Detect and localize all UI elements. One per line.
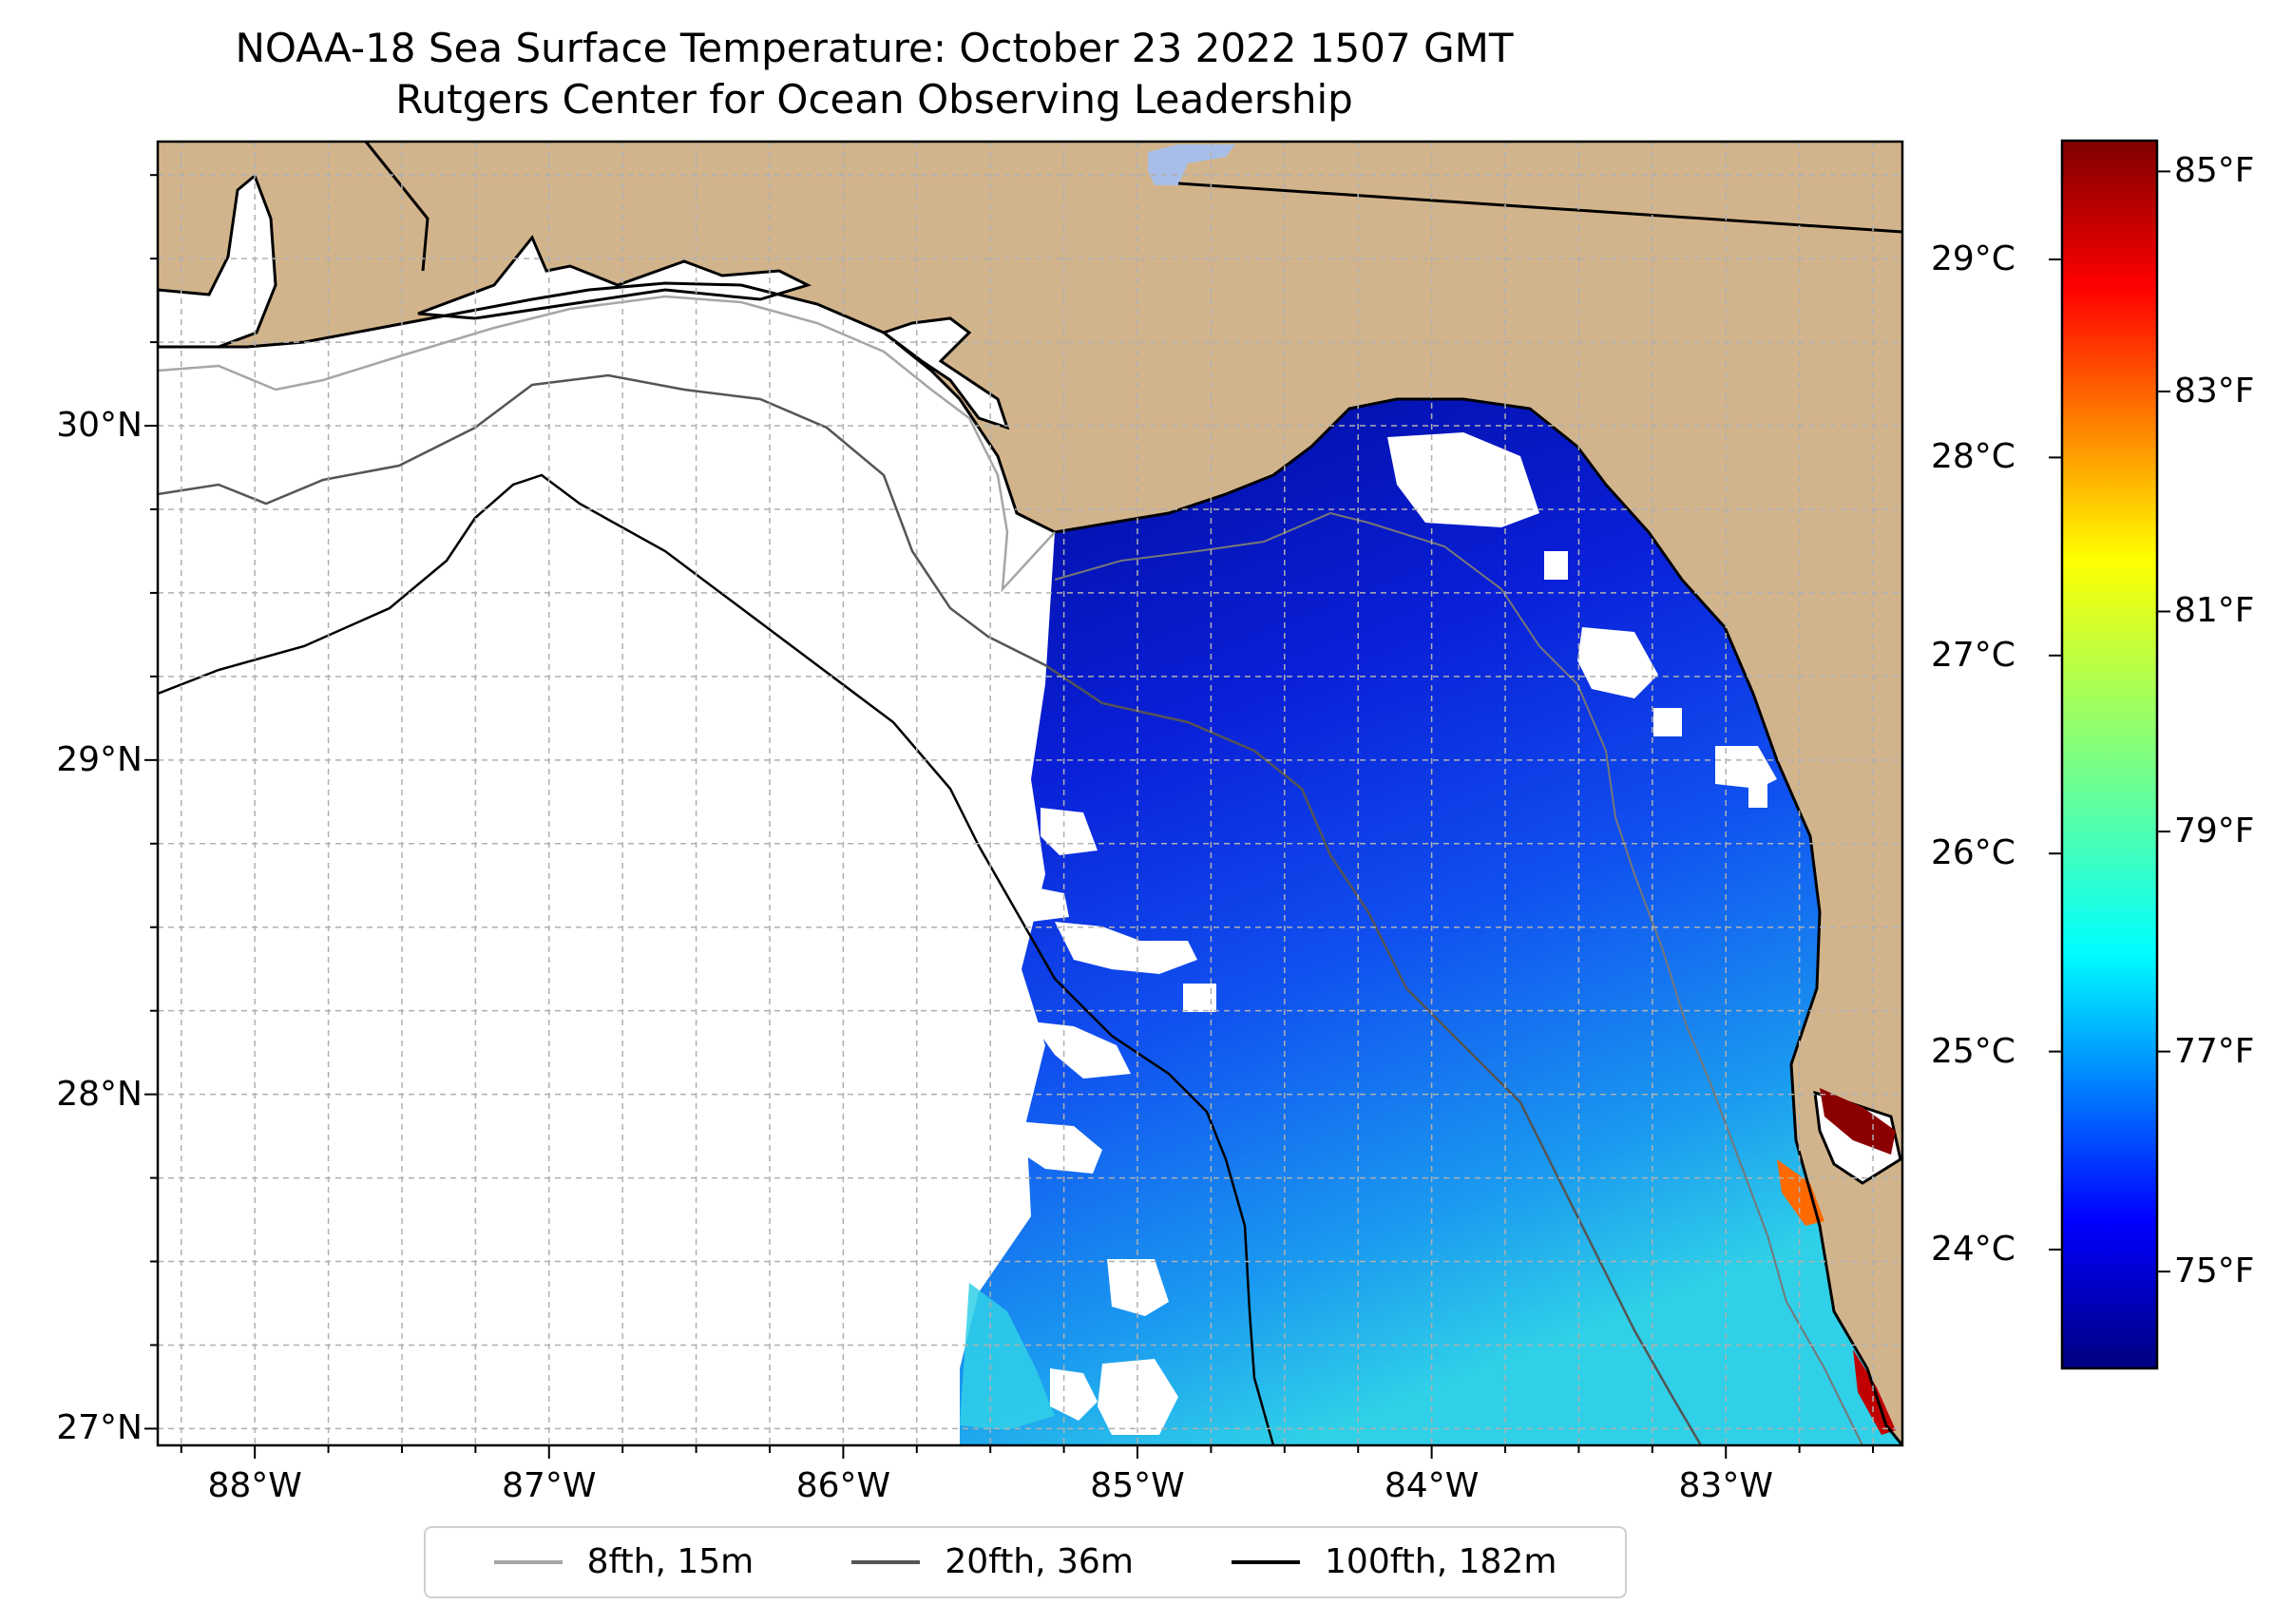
x-tick-label: 84°W [1384,1466,1480,1505]
y-tick-label: 27°N [56,1408,143,1448]
legend: 8fth, 15m 20fth, 36m 100fth, 182m [424,1526,1627,1598]
colorbar-fahrenheit-label: 83°F [2174,371,2255,411]
legend-line-100fth [1232,1560,1301,1564]
sst-data [960,399,1902,1445]
x-tick-label: 86°W [795,1466,891,1505]
colorbar-fahrenheit-label: 79°F [2174,812,2255,851]
isobath-100fth [158,473,1275,1445]
axis-ticks [144,174,1875,1459]
colorbar-fahrenheit-label: 75°F [2174,1251,2255,1291]
colorbar-celsius-label: 25°C [1931,1031,2015,1071]
bay-water [880,316,1010,430]
colorbar-celsius-label: 27°C [1931,635,2015,675]
legend-label-20fth: 20fth, 36m [945,1542,1134,1581]
map-frame [156,140,1904,1447]
colorbar [2060,139,2159,1370]
legend-label-8fth: 8fth, 15m [586,1542,754,1581]
y-tick-label: 29°N [56,739,143,779]
colorbar-celsius-label: 24°C [1931,1229,2015,1269]
warm-coastal-pixels [1777,1159,1824,1226]
figure-subtitle: Rutgers Center for Ocean Observing Leade… [395,76,1353,123]
bay-water [417,235,812,320]
legend-label-100fth: 100fth, 182m [1325,1542,1557,1581]
colorbar-celsius-label: 26°C [1931,833,2015,873]
isobath-8fth [158,295,1056,593]
lake [1148,144,1235,185]
colorbar-ticks [2049,170,2170,1273]
y-tick-label: 30°N [56,406,143,446]
figure-title: NOAA-18 Sea Surface Temperature: October… [235,25,1514,71]
isobath-20fth [158,373,1703,1445]
legend-line-20fth [851,1560,921,1564]
legend-item-8fth: 8fth, 15m [493,1542,754,1581]
colorbar-fahrenheit-label: 85°F [2174,151,2255,191]
colorbar-fahrenheit-label: 77°F [2174,1031,2255,1071]
x-tick-label: 83°W [1678,1466,1773,1505]
colorbar-celsius-label: 29°C [1931,239,2015,279]
isobath-20fth-outer [1054,511,1863,1445]
y-tick-label: 28°N [56,1074,143,1114]
legend-line-8fth [493,1560,563,1564]
graticule [158,142,1902,1445]
coastline [158,281,1902,1445]
sst-data [960,1283,1055,1430]
state-boundary [364,142,430,272]
land [158,142,1902,1445]
x-tick-label: 88°W [207,1466,302,1505]
x-tick-label: 85°W [1090,1466,1185,1505]
colorbar-celsius-label: 28°C [1931,437,2015,477]
state-boundary [1177,182,1902,234]
legend-item-100fth: 100fth, 182m [1232,1543,1557,1581]
x-tick-label: 87°W [502,1466,597,1505]
warm-coastal-pixels [1820,1088,1896,1155]
colorbar-fahrenheit-label: 81°F [2174,591,2255,631]
legend-item-20fth: 20fth, 36m [851,1543,1134,1581]
